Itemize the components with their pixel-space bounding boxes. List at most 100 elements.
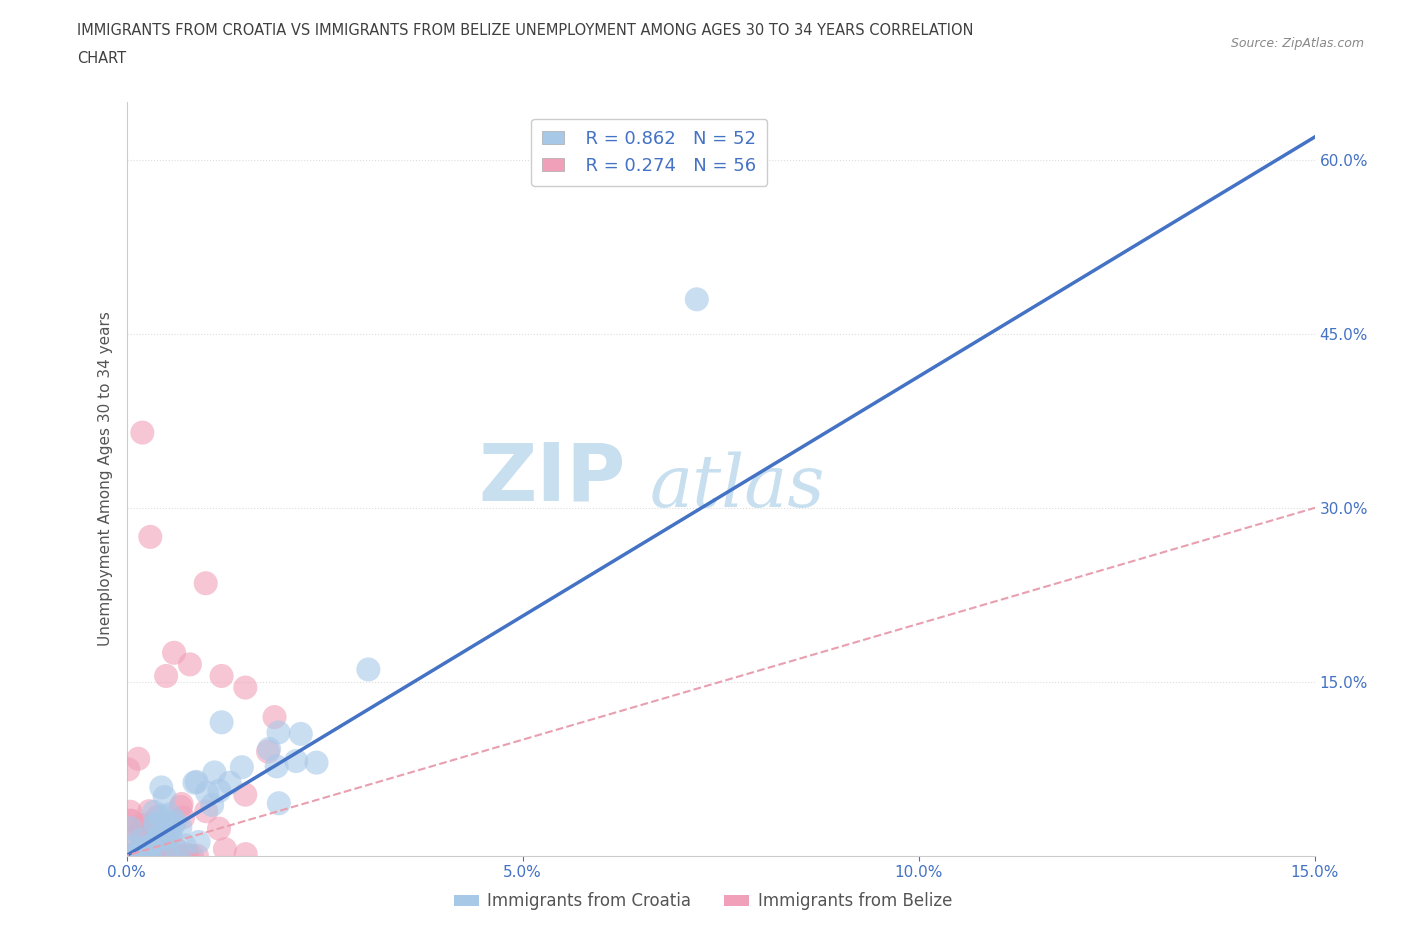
- Point: [186, 775, 208, 790]
- Point: [117, 848, 139, 863]
- Point: [117, 848, 139, 863]
- Point: [118, 848, 141, 863]
- Point: [686, 292, 709, 307]
- Text: CHART: CHART: [77, 51, 127, 66]
- Point: [233, 680, 257, 695]
- Point: [128, 818, 150, 833]
- Point: [162, 817, 184, 832]
- Point: [135, 839, 157, 854]
- Legend:   R = 0.862   N = 52,   R = 0.274   N = 56: R = 0.862 N = 52, R = 0.274 N = 56: [531, 119, 768, 186]
- Point: [155, 669, 177, 684]
- Point: [257, 741, 280, 756]
- Text: IMMIGRANTS FROM CROATIA VS IMMIGRANTS FROM BELIZE UNEMPLOYMENT AMONG AGES 30 TO : IMMIGRANTS FROM CROATIA VS IMMIGRANTS FR…: [77, 23, 974, 38]
- Point: [159, 828, 181, 843]
- Point: [138, 848, 160, 863]
- Point: [129, 823, 152, 838]
- Point: [195, 804, 218, 818]
- Point: [118, 848, 141, 863]
- Point: [139, 529, 162, 544]
- Point: [117, 848, 139, 863]
- Point: [131, 848, 153, 863]
- Point: [129, 828, 152, 843]
- Point: [121, 813, 143, 828]
- Point: [218, 776, 240, 790]
- Point: [136, 848, 159, 863]
- Point: [257, 744, 280, 759]
- Point: [169, 819, 191, 834]
- Point: [173, 838, 195, 853]
- Point: [150, 809, 173, 824]
- Point: [131, 425, 153, 440]
- Point: [172, 810, 194, 825]
- Point: [180, 848, 202, 863]
- Point: [146, 809, 169, 824]
- Point: [117, 762, 139, 777]
- Point: [150, 780, 173, 795]
- Point: [124, 848, 146, 863]
- Point: [305, 755, 328, 770]
- Legend: Immigrants from Croatia, Immigrants from Belize: Immigrants from Croatia, Immigrants from…: [447, 885, 959, 917]
- Point: [163, 645, 186, 660]
- Point: [159, 819, 181, 834]
- Point: [267, 796, 290, 811]
- Point: [211, 715, 233, 730]
- Point: [165, 814, 187, 829]
- Point: [357, 662, 380, 677]
- Point: [214, 842, 236, 857]
- Point: [134, 817, 156, 832]
- Point: [117, 831, 139, 846]
- Text: ZIP: ZIP: [478, 440, 626, 518]
- Point: [120, 804, 142, 819]
- Point: [127, 751, 149, 766]
- Point: [201, 798, 224, 813]
- Point: [139, 848, 162, 863]
- Point: [233, 787, 256, 802]
- Point: [156, 848, 179, 863]
- Point: [129, 848, 152, 863]
- Point: [155, 813, 177, 828]
- Point: [134, 845, 156, 860]
- Point: [120, 820, 142, 835]
- Point: [267, 725, 290, 740]
- Point: [138, 804, 160, 818]
- Point: [132, 847, 155, 862]
- Point: [129, 832, 152, 847]
- Point: [117, 848, 139, 863]
- Point: [136, 848, 159, 863]
- Point: [263, 710, 285, 724]
- Point: [155, 829, 177, 844]
- Point: [153, 790, 176, 804]
- Point: [159, 848, 181, 863]
- Point: [166, 843, 188, 857]
- Point: [179, 657, 201, 671]
- Point: [143, 804, 166, 819]
- Point: [149, 848, 172, 863]
- Text: atlas: atlas: [650, 451, 825, 522]
- Point: [174, 848, 197, 863]
- Point: [235, 846, 257, 861]
- Point: [266, 759, 288, 774]
- Point: [290, 726, 312, 741]
- Point: [165, 848, 187, 863]
- Point: [145, 848, 167, 863]
- Point: [186, 848, 208, 863]
- Point: [194, 576, 217, 591]
- Point: [157, 807, 180, 822]
- Point: [122, 848, 145, 863]
- Point: [204, 765, 226, 780]
- Point: [169, 800, 191, 815]
- Point: [128, 848, 150, 863]
- Point: [231, 760, 253, 775]
- Point: [131, 841, 153, 856]
- Text: Source: ZipAtlas.com: Source: ZipAtlas.com: [1230, 37, 1364, 50]
- Point: [124, 848, 146, 863]
- Point: [149, 828, 172, 843]
- Point: [166, 843, 188, 857]
- Point: [120, 840, 142, 855]
- Point: [136, 843, 159, 857]
- Point: [211, 669, 233, 684]
- Point: [285, 753, 308, 768]
- Point: [145, 817, 167, 831]
- Point: [208, 821, 231, 836]
- Point: [195, 785, 218, 800]
